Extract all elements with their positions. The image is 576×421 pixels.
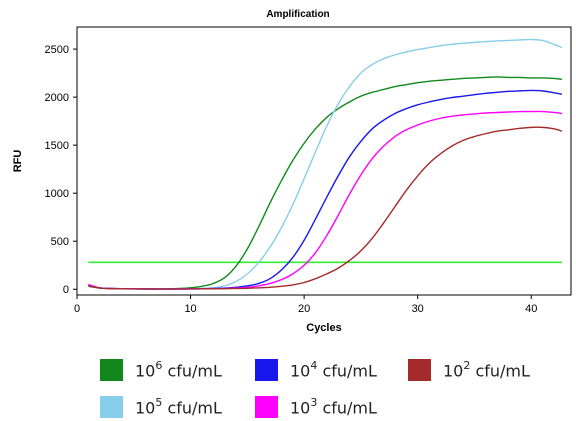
x-tick-label: 0 (74, 303, 80, 315)
legend-item-10e4: 104 cfu/mL (255, 358, 377, 382)
y-tick-label: 1500 (45, 140, 69, 152)
legend-label-10e4: 104 cfu/mL (290, 358, 377, 381)
x-tick-label: 20 (298, 303, 310, 315)
legend-label-10e2: 102 cfu/mL (443, 358, 530, 381)
x-tick-label: 40 (525, 303, 537, 315)
x-axis-label: Cycles (306, 322, 341, 334)
series-line-5 (88, 126, 563, 290)
plot-area-frame (76, 26, 572, 296)
legend-label-10e6: 106 cfu/mL (135, 358, 222, 381)
y-tick-label: 0 (63, 284, 69, 296)
legend-item-10e5: 105 cfu/mL (100, 395, 222, 419)
legend-item-10e3: 103 cfu/mL (255, 395, 377, 419)
axis-ticks: 0 10 20 30 40 0 500 1000 1500 2000 2500 (45, 44, 538, 315)
legend-swatch-10e3 (255, 396, 278, 418)
chart-title: Amplification (266, 9, 329, 20)
series-line-3 (88, 89, 563, 290)
legend-label-10e5: 105 cfu/mL (135, 395, 222, 418)
series-layer (88, 38, 563, 290)
y-tick-label: 1000 (45, 188, 69, 200)
x-tick-label: 30 (412, 303, 424, 315)
legend-item-10e2: 102 cfu/mL (408, 358, 530, 382)
legend: 106 cfu/mL 104 cfu/mL 102 cfu/mL 105 cfu… (100, 352, 570, 420)
legend-swatch-10e2 (408, 359, 431, 381)
x-tick-label: 10 (184, 303, 196, 315)
legend-item-10e6: 106 cfu/mL (100, 358, 222, 382)
legend-swatch-10e4 (255, 359, 278, 381)
series-line-1 (88, 76, 562, 290)
y-tick-label: 2500 (45, 44, 69, 56)
legend-swatch-10e6 (100, 359, 123, 381)
legend-swatch-10e5 (100, 396, 123, 418)
legend-label-10e3: 103 cfu/mL (290, 395, 377, 418)
y-axis-label: RFU (12, 150, 24, 173)
y-tick-label: 2000 (45, 92, 69, 104)
y-tick-label: 500 (51, 236, 69, 248)
